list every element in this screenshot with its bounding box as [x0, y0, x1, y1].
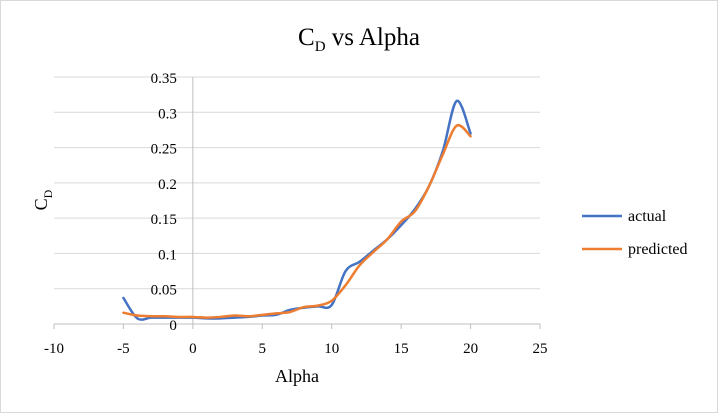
y-tick-label: 0.25 [151, 142, 177, 158]
legend-label-predicted: predicted [628, 241, 688, 258]
x-axis-title: Alpha [275, 366, 319, 386]
legend: actual predicted [582, 208, 688, 258]
chart-title: CD vs Alpha [298, 24, 420, 55]
y-tick-label: 0.05 [151, 283, 177, 299]
legend-label-actual: actual [628, 208, 667, 225]
y-tick-label: 0.2 [158, 177, 177, 193]
grid-lines [54, 76, 540, 290]
y-tick-label: 0.1 [158, 247, 177, 263]
x-tick-label: 0 [189, 341, 197, 357]
x-tick-label: 20 [463, 341, 478, 357]
y-tick-label: 0 [169, 318, 177, 334]
series-line-predicted [122, 123, 472, 319]
y-tick-label: 0.35 [151, 71, 177, 87]
y-tick-label: 0.3 [158, 106, 177, 122]
x-tick-label: 5 [259, 341, 267, 357]
x-tick-label: 15 [394, 341, 409, 357]
x-tick-label: -5 [117, 341, 130, 357]
axes [53, 77, 541, 329]
x-tick-label: 10 [324, 341, 339, 357]
x-tick-label: -10 [44, 341, 64, 357]
series-lines [122, 99, 472, 321]
y-tick-label: 0.15 [151, 212, 177, 228]
y-axis-title: CD [31, 189, 55, 210]
tick-labels: -10 -5 0 5 10 15 20 25 0 0.05 0.1 0.15 0.2 0.25 0.3 0.3… [44, 71, 548, 357]
x-tick-label: 25 [533, 341, 548, 357]
